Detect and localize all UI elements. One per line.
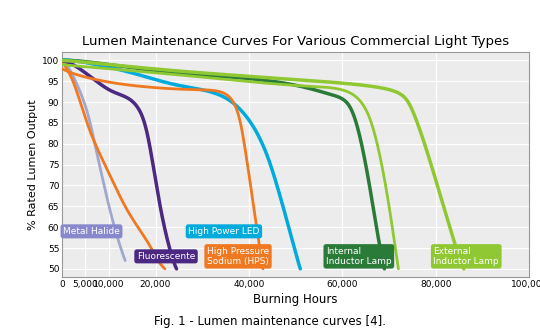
Text: Internal
Inductor Lamp: Internal Inductor Lamp — [326, 247, 392, 266]
Text: High Pressure
Sodium (HPS): High Pressure Sodium (HPS) — [207, 247, 269, 266]
Text: External
Inductor Lamp: External Inductor Lamp — [434, 247, 499, 266]
Text: Metal Halide: Metal Halide — [63, 227, 120, 236]
Text: Fluorescente: Fluorescente — [137, 252, 195, 261]
Y-axis label: % Rated Lumen Output: % Rated Lumen Output — [28, 99, 38, 230]
Title: Lumen Maintenance Curves For Various Commercial Light Types: Lumen Maintenance Curves For Various Com… — [82, 35, 509, 48]
Text: High Power LED: High Power LED — [188, 227, 260, 236]
X-axis label: Burning Hours: Burning Hours — [253, 293, 338, 306]
Text: Fig. 1 - Lumen maintenance curves [4].: Fig. 1 - Lumen maintenance curves [4]. — [154, 314, 386, 328]
